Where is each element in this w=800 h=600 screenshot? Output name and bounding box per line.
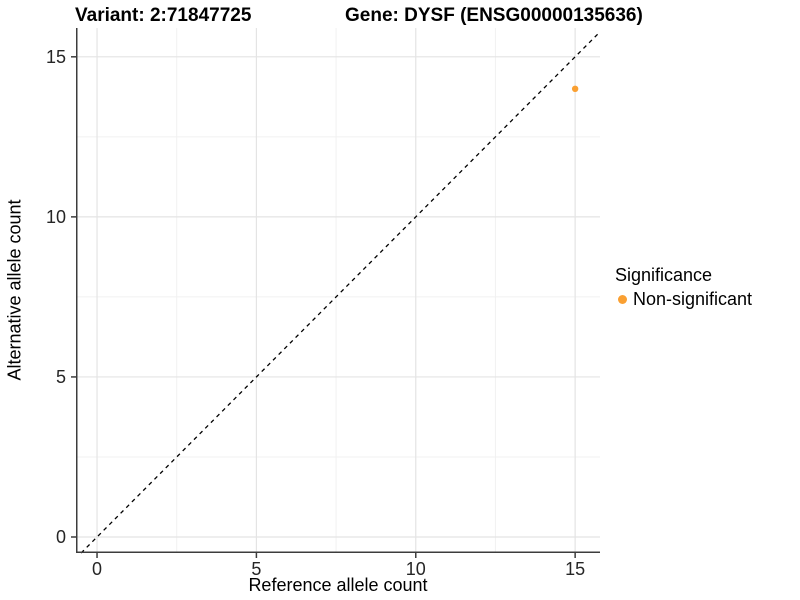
legend-title: Significance [615, 265, 713, 285]
significance-legend: Significance Non-significant [615, 265, 752, 310]
x-tick-label: 5 [251, 559, 261, 579]
legend-point-icon [618, 295, 627, 304]
gene-title: Gene: DYSF (ENSG00000135636) [345, 5, 643, 26]
legend-entry-label: Non-significant [633, 289, 753, 309]
y-tick-label: 0 [56, 527, 66, 547]
variant-title: Variant: 2:71847725 [75, 5, 252, 26]
y-tick-label: 5 [56, 367, 66, 387]
x-tick-label: 15 [565, 559, 585, 579]
legend-entry-non-significant: Non-significant [615, 289, 752, 310]
plot-panel: 0 5 10 15 0 5 10 15 [46, 28, 601, 579]
y-axis-title: Alternative allele count [4, 199, 25, 381]
y-tick-label: 10 [46, 207, 66, 227]
x-axis-title: Reference allele count [248, 575, 428, 595]
identity-dashed-line [80, 31, 601, 554]
x-tick-label: 0 [92, 559, 102, 579]
y-tick-label: 15 [46, 47, 66, 67]
data-point [571, 85, 579, 93]
x-tick-label: 10 [406, 559, 426, 579]
